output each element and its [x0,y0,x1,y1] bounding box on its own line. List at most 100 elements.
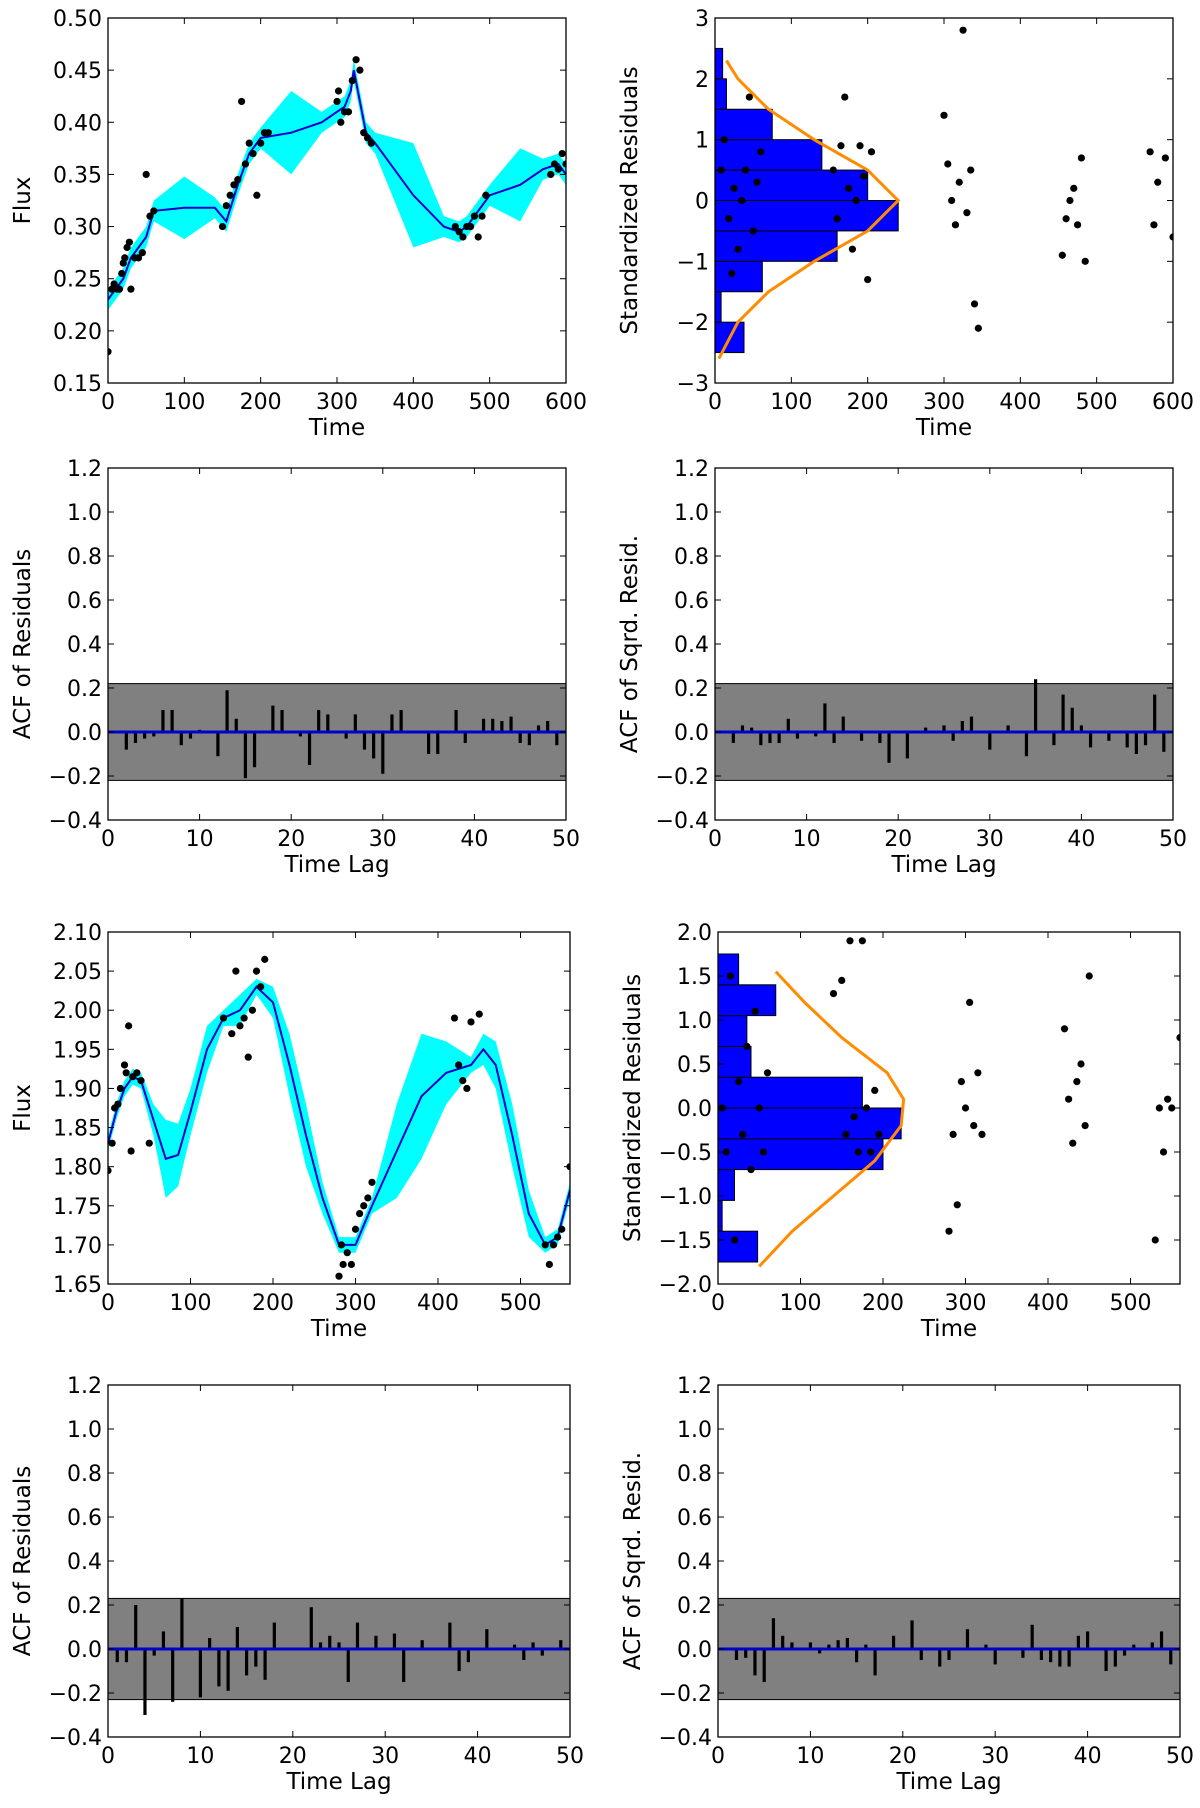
y-tick-label: 2.00 [53,999,102,1024]
acf-bar [859,732,864,741]
data-point [230,181,238,189]
acf-bar [744,1649,748,1658]
x-tick-label: 30 [976,827,1004,852]
x-tick-label: 300 [923,390,965,415]
residual-point [1151,1236,1159,1244]
residual-point [945,1227,953,1235]
residual-point [867,1148,875,1156]
acf-bar [448,1622,452,1649]
acf-bar [1143,732,1148,746]
acf-bar [491,718,495,732]
confidence-band [108,978,570,1253]
residual-point [1081,257,1089,265]
acf-bar [777,732,781,743]
data-point [134,254,143,262]
acf-bar [427,732,431,754]
acf-bar [919,1649,923,1660]
data-point [253,191,261,199]
y-tick-label: 0.8 [674,545,709,570]
acf-bar [1052,732,1056,746]
residual-point [726,972,734,980]
histogram-bar [715,108,773,141]
x-tick-label: 20 [889,1744,917,1769]
acf-bar [1086,1631,1090,1649]
acf-bar [808,1642,812,1649]
y-tick-label: 0.2 [677,1594,712,1619]
residual-point [745,93,753,101]
y-tick-label: 0.50 [53,7,102,32]
residual-point [955,178,963,186]
y-axis-label: Flux [10,177,36,225]
axes-frame [107,931,571,1285]
residual-point [940,111,948,119]
residual-point [738,196,746,205]
acf-bar [454,710,458,732]
acf-bar [1024,732,1029,757]
acf-bar [827,1644,831,1649]
x-tick-label: 400 [392,390,434,415]
x-tick-label: 50 [556,1744,584,1769]
residual-point [858,937,866,945]
acf-bar [969,716,974,732]
acf-bar [988,732,992,750]
x-axis-label: Time Lag [895,1769,1001,1795]
x-tick-label: 400 [417,1291,459,1316]
residual-point [974,1069,982,1077]
residual-point [961,1104,970,1112]
data-point [333,97,341,106]
data-point [237,97,246,106]
acf-bar [170,710,174,732]
x-tick-label: 0 [708,390,722,415]
residual-point [829,990,838,998]
x-tick-label: 40 [1074,1744,1102,1769]
y-tick-label: −1.5 [659,1229,712,1254]
residual-point [753,178,761,186]
acf-bar [180,1598,184,1649]
acf-bar [795,732,800,739]
residual-point [755,1104,763,1112]
acf-bar [1132,1644,1136,1649]
residual-point [1066,196,1074,205]
data-point [547,170,555,179]
y-tick-label: 1.90 [53,1077,102,1102]
y-tick-label: 0.8 [67,1462,102,1487]
acf-bar [823,703,827,732]
data-point [125,1022,133,1030]
confidence-band [108,59,566,310]
data-point [367,139,375,147]
acf-bar [540,1649,544,1656]
y-tick-label: 0.2 [67,677,102,702]
residual-point [759,1148,767,1156]
x-axis-label: Time [920,1316,977,1342]
data-point [110,280,118,288]
acf-bar [500,721,504,732]
y-tick-label: 2.0 [677,921,712,946]
plot-area [718,1597,1180,1701]
acf-bar [731,732,735,743]
residual-point [730,1236,739,1244]
data-point [562,160,566,168]
data-point [219,1014,228,1022]
y-tick-label: 0.4 [67,633,102,658]
acf-bar [374,1635,378,1649]
x-tick-label: 30 [981,1744,1009,1769]
x-tick-label: 500 [469,390,511,415]
data-point [451,222,459,231]
residual-point [741,166,750,174]
acf-bar [818,1649,822,1654]
y-tick-label: 0.6 [67,589,102,614]
y-tick-label: −3 [677,372,709,397]
plot-area [108,683,566,781]
residual-point [944,160,952,168]
y-tick-label: 0.2 [674,677,709,702]
model-line [108,985,570,1247]
data-point [466,222,475,231]
acf-bar [1153,694,1157,732]
residual-point [739,1130,747,1138]
x-axis-label: Time Lag [285,1769,391,1795]
acf-bar [559,1640,563,1649]
panel-p8: 0 10 20 30 40 50 −0.4 −0.2 0.0 0.2 0.4 0.6 0.8 1.0 1.2… [620,1374,1194,1795]
acf-bar [878,732,882,743]
data-point [257,139,265,147]
y-axis-label: ACF of Sqrd. Resid. [617,535,643,753]
